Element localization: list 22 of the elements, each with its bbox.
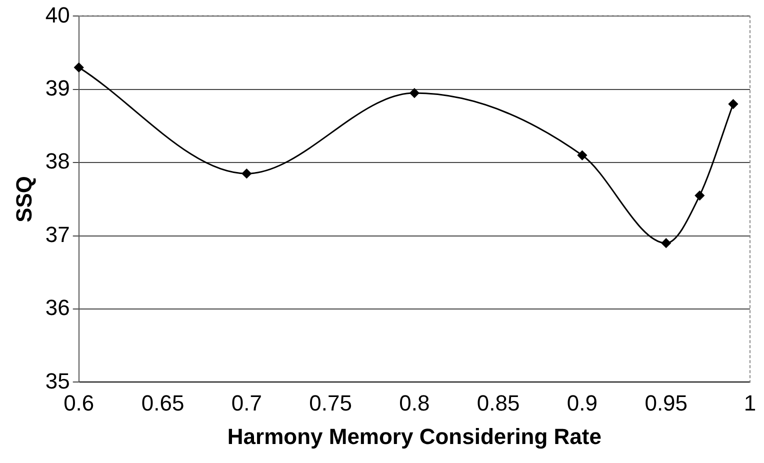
y-tick-label: 39: [45, 75, 70, 100]
point: [728, 99, 738, 109]
x-tick-label: 1: [744, 390, 756, 416]
x-tick-label: 0.7: [231, 390, 262, 416]
y-tick-label: 37: [45, 222, 70, 247]
point: [577, 150, 587, 160]
y-axis-title: SSQ: [11, 176, 36, 222]
point: [694, 190, 704, 200]
y-tick-label: 40: [45, 2, 70, 28]
x-tick-label: 0.95: [644, 390, 688, 416]
point: [410, 88, 420, 98]
x-tick-label: 0.75: [309, 390, 352, 416]
x-tick-label: 0.9: [566, 390, 598, 416]
point: [74, 62, 84, 72]
point: [661, 238, 671, 248]
y-tick-label: 38: [45, 148, 70, 174]
x-axis-title: Harmony Memory Considering Rate: [227, 424, 602, 449]
y-tick-label: 36: [45, 295, 70, 320]
x-tick-label: 0.8: [399, 390, 430, 416]
x-tick-label: 0.85: [476, 390, 520, 416]
x-tick-label: 0.65: [141, 390, 184, 416]
point: [242, 168, 252, 178]
